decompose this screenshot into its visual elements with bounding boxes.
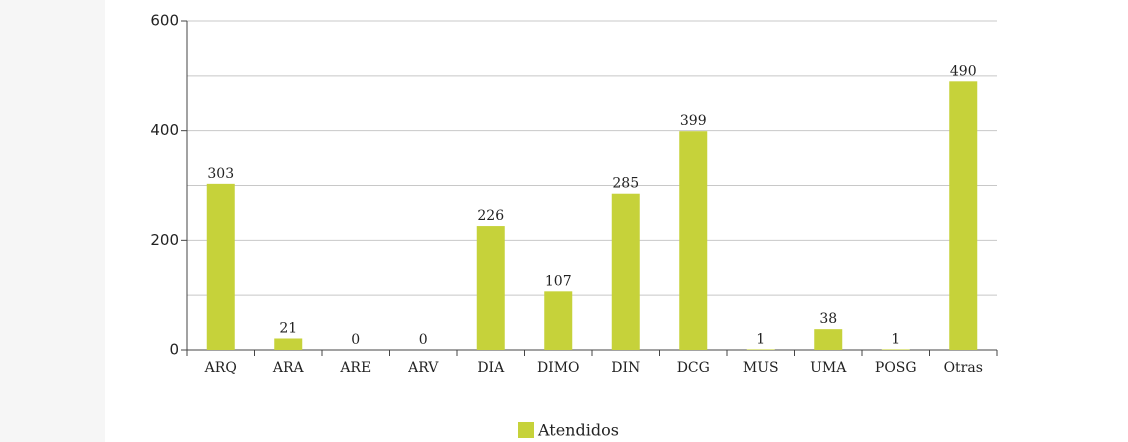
bar: [679, 131, 708, 350]
x-tick-label: DIMO: [537, 360, 580, 376]
data-label: 107: [545, 273, 572, 289]
bar: [746, 349, 775, 350]
data-label: 1: [891, 331, 900, 347]
bar: [611, 193, 640, 350]
x-tick-label: DIA: [477, 360, 505, 376]
bar: [814, 329, 843, 350]
data-label: 303: [207, 166, 234, 182]
bar: [949, 81, 978, 351]
y-tick-label: 0: [169, 341, 179, 359]
x-tick-label: Otras: [944, 360, 983, 376]
x-tick-label: ARQ: [204, 360, 237, 376]
bar: [544, 291, 573, 350]
data-label: 399: [680, 113, 707, 129]
data-label: 1: [756, 331, 765, 347]
data-label: 0: [351, 332, 360, 348]
x-tick-label: UMA: [810, 360, 847, 376]
bar: [881, 349, 910, 350]
x-tick-label: DIN: [611, 360, 640, 376]
x-tick-label: ARE: [339, 360, 371, 376]
data-label: 285: [612, 176, 639, 192]
legend-swatch: [518, 422, 534, 438]
bar: [274, 338, 303, 350]
legend-label: Atendidos: [537, 421, 619, 440]
data-label: 21: [279, 320, 297, 336]
x-tick-label: MUS: [743, 360, 779, 376]
x-tick-label: DCG: [677, 360, 710, 376]
x-tick-label: POSG: [875, 360, 917, 376]
data-label: 0: [419, 332, 428, 348]
x-tick-label: ARV: [407, 360, 439, 376]
y-tick-label: 600: [150, 12, 179, 30]
data-label: 38: [819, 311, 837, 327]
bar: [476, 226, 505, 350]
data-label: 490: [950, 63, 977, 79]
y-tick-label: 200: [150, 231, 179, 249]
data-label: 226: [477, 208, 504, 224]
x-tick-label: ARA: [272, 360, 305, 376]
y-tick-label: 400: [150, 121, 179, 139]
bar: [206, 183, 235, 350]
